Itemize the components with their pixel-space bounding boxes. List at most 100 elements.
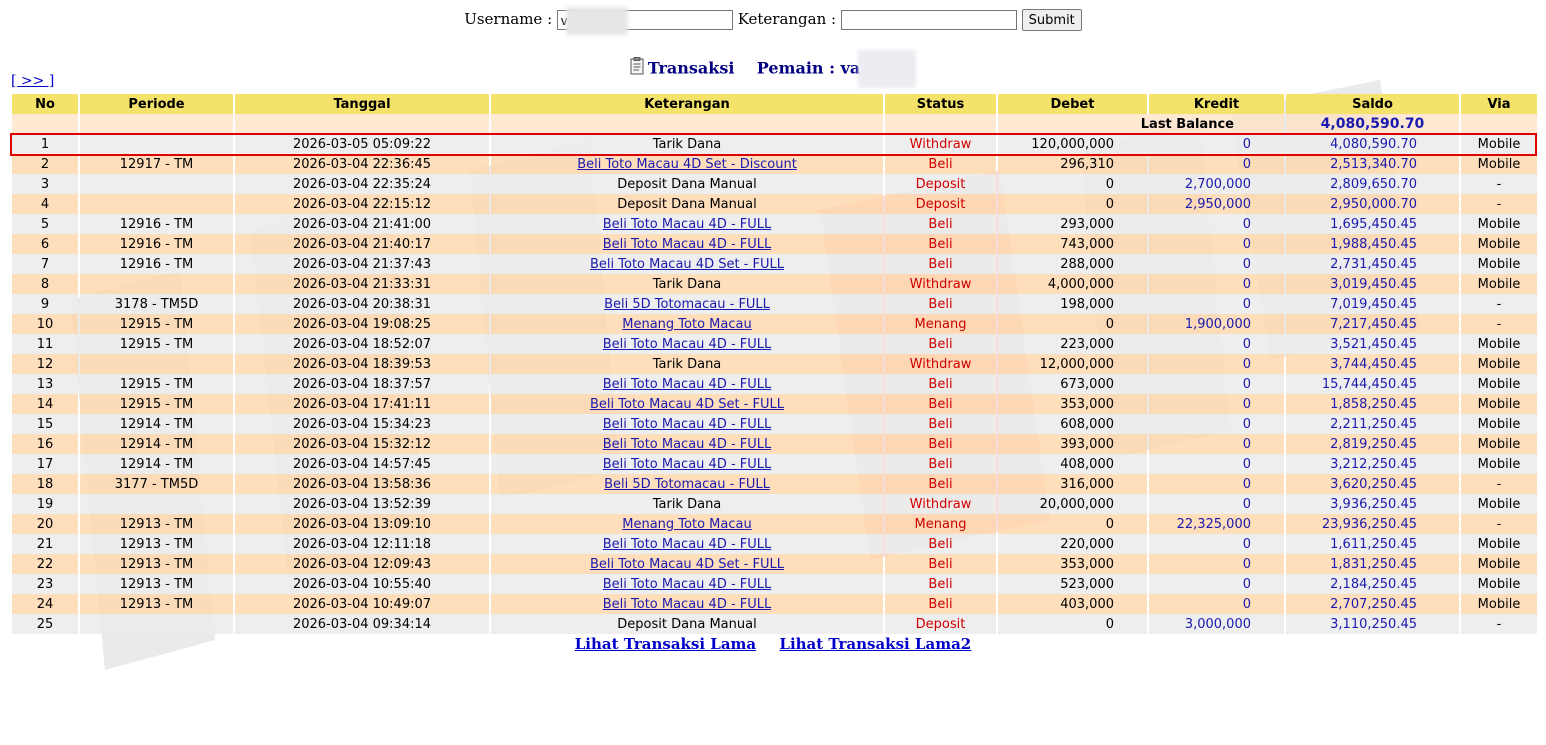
cell-status: Menang [885, 514, 996, 534]
keterangan-link[interactable]: Beli Toto Macau 4D - FULL [602, 456, 772, 472]
cell-kredit: 0 [1149, 494, 1284, 514]
keterangan-link[interactable]: Beli Toto Macau 4D Set - Discount [577, 156, 797, 172]
cell-no: 2 [12, 154, 78, 174]
lihat-transaksi-lama-link[interactable]: Lihat Transaksi Lama [574, 635, 757, 653]
cell-debet: 0 [998, 614, 1147, 634]
cell-saldo: 1,611,250.45 [1286, 534, 1459, 554]
cell-saldo: 2,707,250.45 [1286, 594, 1459, 614]
keterangan-link[interactable]: Beli 5D Totomacau - FULL [604, 476, 770, 492]
cell-status: Deposit [885, 174, 996, 194]
cell-periode [80, 194, 233, 214]
cell-no: 21 [12, 534, 78, 554]
cell-kredit: 0 [1149, 434, 1284, 454]
cell-no: 23 [12, 574, 78, 594]
cell-no: 1 [12, 134, 78, 154]
cell-keterangan: Deposit Dana Manual [491, 194, 883, 214]
cell-keterangan: Menang Toto Macau [491, 514, 883, 534]
col-header-tanggal: Tanggal [235, 94, 489, 114]
transaksi-title: Transaksi [647, 58, 735, 78]
cell-saldo: 4,080,590.70 [1286, 134, 1459, 154]
keterangan-link[interactable]: Beli Toto Macau 4D - FULL [602, 436, 772, 452]
cell-periode: 12916 - TM [80, 214, 233, 234]
cell-tanggal: 2026-03-04 15:32:12 [235, 434, 489, 454]
pemain-label: Pemain : va [756, 58, 861, 78]
keterangan-link[interactable]: Beli Toto Macau 4D - FULL [602, 236, 772, 252]
cell-debet: 0 [998, 314, 1147, 334]
table-row: 2 12917 - TM 2026-03-04 22:36:45 Beli Toto … [12, 154, 1537, 174]
cell-saldo: 3,744,450.45 [1286, 354, 1459, 374]
lihat-transaksi-lama2-link[interactable]: Lihat Transaksi Lama2 [779, 635, 972, 653]
cell-kredit: 0 [1149, 534, 1284, 554]
cell-periode: 12913 - TM [80, 514, 233, 534]
cell-no: 18 [12, 474, 78, 494]
username-label: Username : [464, 10, 553, 28]
cell-debet: 0 [998, 174, 1147, 194]
keterangan-link[interactable]: Menang Toto Macau [622, 316, 752, 332]
table-row: 9 3178 - TM5D 2026-03-04 20:38:31 Beli 5D T… [12, 294, 1537, 314]
cell-keterangan: Deposit Dana Manual [491, 174, 883, 194]
cell-status: Beli [885, 434, 996, 454]
cell-debet: 0 [998, 514, 1147, 534]
keterangan-link[interactable]: Beli Toto Macau 4D - FULL [602, 416, 772, 432]
cell-saldo: 7,019,450.45 [1286, 294, 1459, 314]
table-row: 17 12914 - TM 2026-03-04 14:57:45 Beli Toto… [12, 454, 1537, 474]
cell-debet: 20,000,000 [998, 494, 1147, 514]
cell-kredit: 0 [1149, 334, 1284, 354]
player-name-redaction [858, 50, 917, 88]
keterangan-link[interactable]: Beli Toto Macau 4D - FULL [602, 596, 772, 612]
transaction-table: No Periode Tanggal Keterangan Status Deb… [10, 94, 1539, 634]
table-row: 15 12914 - TM 2026-03-04 15:34:23 Beli Toto… [12, 414, 1537, 434]
keterangan-link[interactable]: Beli Toto Macau 4D Set - FULL [589, 396, 784, 412]
keterangan-link[interactable]: Beli Toto Macau 4D - FULL [602, 536, 772, 552]
keterangan-link[interactable]: Menang Toto Macau [622, 516, 752, 532]
cell-saldo: 1,695,450.45 [1286, 214, 1459, 234]
cell-periode: 12913 - TM [80, 554, 233, 574]
cell-debet: 353,000 [998, 394, 1147, 414]
keterangan-field[interactable] [840, 10, 1017, 30]
cell-saldo: 3,521,450.45 [1286, 334, 1459, 354]
cell-status: Withdraw [885, 354, 996, 374]
cell-tanggal: 2026-03-04 17:41:11 [235, 394, 489, 414]
cell-via: Mobile [1461, 554, 1537, 574]
submit-button[interactable]: Submit [1021, 9, 1082, 31]
cell-periode: 12913 - TM [80, 574, 233, 594]
table-row: 19 2026-03-04 13:52:39 Tarik Dana Withdraw 2… [12, 494, 1537, 514]
cell-tanggal: 2026-03-04 18:52:07 [235, 334, 489, 354]
cell-saldo: 3,620,250.45 [1286, 474, 1459, 494]
keterangan-link[interactable]: Beli Toto Macau 4D - FULL [602, 336, 772, 352]
table-row: 20 12913 - TM 2026-03-04 13:09:10 Menang To… [12, 514, 1537, 534]
cell-status: Menang [885, 314, 996, 334]
cell-keterangan: Tarik Dana [491, 354, 883, 374]
cell-periode [80, 174, 233, 194]
document-icon [630, 56, 644, 74]
cell-no: 4 [12, 194, 78, 214]
cell-via: Mobile [1461, 454, 1537, 474]
cell-no: 14 [12, 394, 78, 414]
cell-kredit: 0 [1149, 134, 1284, 154]
cell-tanggal: 2026-03-04 20:38:31 [235, 294, 489, 314]
cell-debet: 288,000 [998, 254, 1147, 274]
cell-status: Beli [885, 254, 996, 274]
keterangan-link[interactable]: Beli 5D Totomacau - FULL [604, 296, 770, 312]
next-page-link[interactable]: [ >> ] [11, 73, 55, 89]
cell-debet: 220,000 [998, 534, 1147, 554]
cell-debet: 0 [998, 194, 1147, 214]
cell-saldo: 2,809,650.70 [1286, 174, 1459, 194]
cell-via: Mobile [1461, 574, 1537, 594]
cell-status: Beli [885, 474, 996, 494]
keterangan-link[interactable]: Beli Toto Macau 4D Set - FULL [589, 256, 784, 272]
keterangan-link[interactable]: Beli Toto Macau 4D - FULL [602, 576, 772, 592]
cell-tanggal: 2026-03-04 22:35:24 [235, 174, 489, 194]
cell-no: 11 [12, 334, 78, 354]
keterangan-link[interactable]: Beli Toto Macau 4D Set - FULL [589, 556, 784, 572]
cell-debet: 353,000 [998, 554, 1147, 574]
keterangan-link[interactable]: Beli Toto Macau 4D - FULL [602, 216, 772, 232]
cell-via: Mobile [1461, 534, 1537, 554]
cell-via: - [1461, 194, 1537, 214]
table-row: 14 12915 - TM 2026-03-04 17:41:11 Beli Toto… [12, 394, 1537, 414]
cell-keterangan: Beli Toto Macau 4D - FULL [491, 594, 883, 614]
cell-no: 8 [12, 274, 78, 294]
cell-keterangan: Menang Toto Macau [491, 314, 883, 334]
keterangan-link[interactable]: Beli Toto Macau 4D - FULL [602, 376, 772, 392]
cell-via: Mobile [1461, 254, 1537, 274]
